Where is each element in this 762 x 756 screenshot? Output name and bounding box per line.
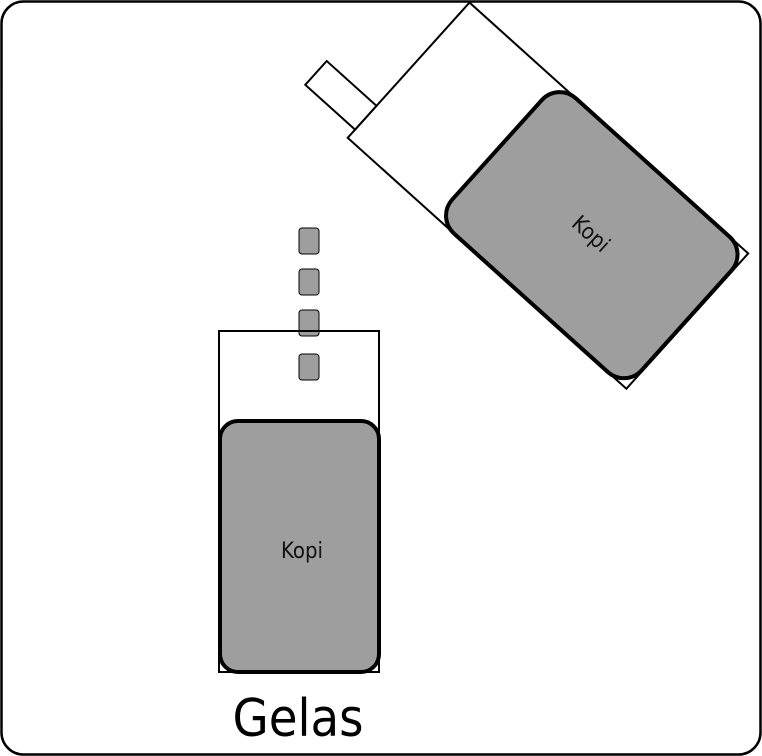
coffee-stream <box>298 227 320 381</box>
glass: Kopi <box>218 330 381 674</box>
pouring-container-spout <box>303 59 378 132</box>
coffee-drop <box>298 227 320 255</box>
glass-label: Gelas <box>232 689 363 749</box>
coffee-drop <box>298 268 320 296</box>
coffee-drop <box>298 353 320 381</box>
glass-liquid <box>218 419 381 674</box>
pouring-liquid <box>444 90 740 381</box>
pouring-container: Kopi <box>303 1 750 391</box>
coffee-drop <box>298 309 320 337</box>
glass-liquid-label: Kopi <box>281 539 323 564</box>
